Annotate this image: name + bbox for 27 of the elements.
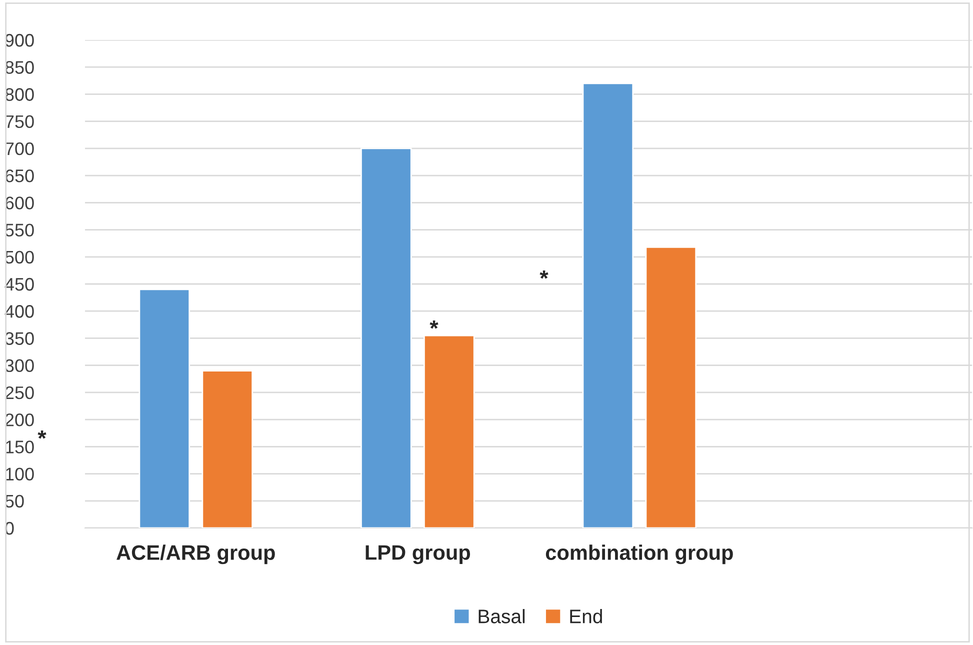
annotation: * <box>540 270 548 279</box>
y-tick-label: 450 <box>4 278 34 291</box>
y-tick-label: 350 <box>5 332 34 345</box>
x-tick-label: LPD group <box>366 545 470 564</box>
y-tick-label: 150 <box>6 440 34 454</box>
text: * <box>38 430 46 439</box>
legend-label: Basal <box>478 609 525 624</box>
bar <box>138 288 190 528</box>
y-tick-label: 750 <box>5 115 34 128</box>
bar <box>645 246 697 528</box>
y-tick-label: 300 <box>5 359 34 372</box>
y-tick-label: 200 <box>5 413 34 426</box>
bar <box>424 334 475 528</box>
annotation: * <box>430 320 438 329</box>
bar <box>202 370 254 528</box>
y-tick-label: 500 <box>5 250 34 264</box>
x-tick-label: ACE/ARB group <box>116 544 275 564</box>
x-tick-label: combination group <box>546 544 733 564</box>
y-tick-label: 700 <box>5 142 34 156</box>
y-tick-label: 100 <box>6 468 34 480</box>
bar <box>360 148 412 528</box>
y-tick-label: 550 <box>5 224 34 236</box>
y-tick-label: 900 <box>5 34 34 47</box>
y-tick-label: 250 <box>5 386 34 400</box>
bar <box>582 82 634 528</box>
y-tick-label: 400 <box>4 305 34 318</box>
legend-label: End <box>570 609 602 624</box>
